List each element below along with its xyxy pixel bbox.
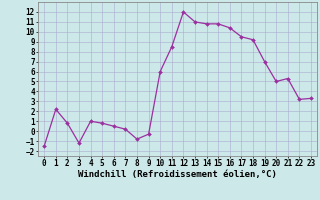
- X-axis label: Windchill (Refroidissement éolien,°C): Windchill (Refroidissement éolien,°C): [78, 170, 277, 179]
